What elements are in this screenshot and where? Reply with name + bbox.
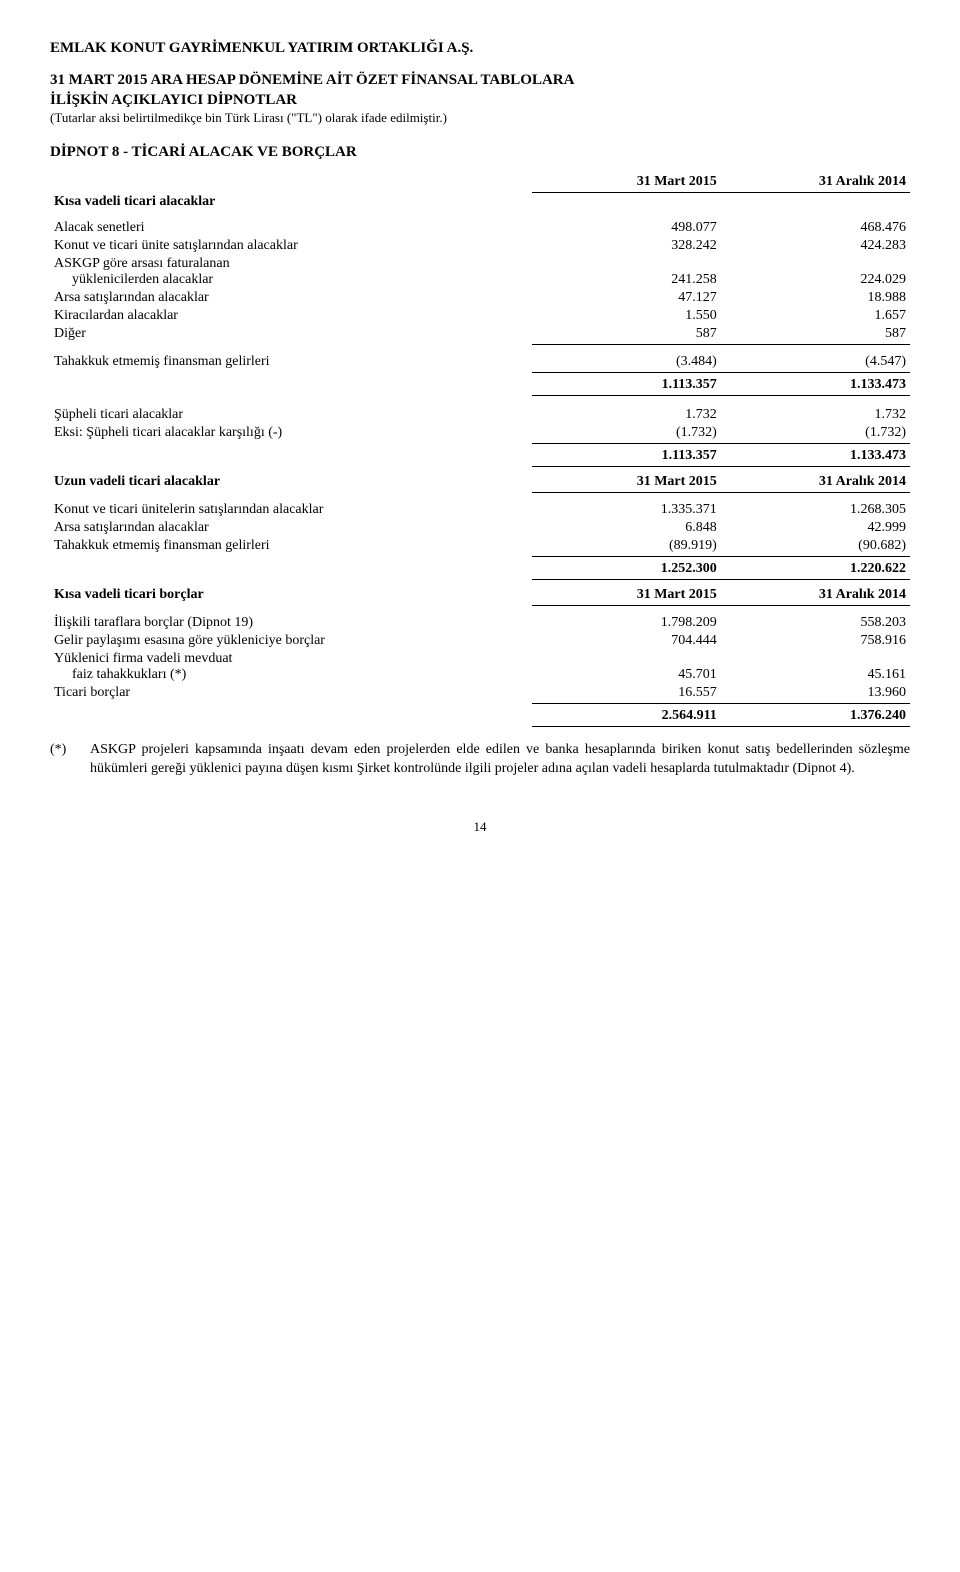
col-header-2: 31 Aralık 2014 <box>721 586 910 606</box>
report-subtitle: (Tutarlar aksi belirtilmedikçe bin Türk … <box>50 110 910 126</box>
page-number: 14 <box>50 819 910 835</box>
table-row: Tahakkuk etmemiş finansman gelirleri (3.… <box>50 353 910 373</box>
long-term-receivables-table: Uzun vadeli ticari alacaklar 31 Mart 201… <box>50 473 910 580</box>
company-name: EMLAK KONUT GAYRİMENKUL YATIRIM ORTAKLIĞ… <box>50 40 910 57</box>
table-row: ASKGP göre arsası faturalananyüklenicile… <box>50 255 910 289</box>
col-header-1: 31 Mart 2015 <box>532 173 721 193</box>
col-header-1: 31 Mart 2015 <box>532 586 721 606</box>
report-title-1: 31 MART 2015 ARA HESAP DÖNEMİNE AİT ÖZET… <box>50 71 910 91</box>
short-term-receivables-table: 31 Mart 2015 31 Aralık 2014 Kısa vadeli … <box>50 173 910 467</box>
col-header-2: 31 Aralık 2014 <box>721 473 910 493</box>
col-header-1: 31 Mart 2015 <box>532 473 721 493</box>
report-title-2: İLİŞKİN AÇIKLAYICI DİPNOTLAR <box>50 91 910 111</box>
table-row: Şüpheli ticari alacaklar 1.732 1.732 <box>50 406 910 424</box>
note-heading: DİPNOT 8 - TİCARİ ALACAK VE BORÇLAR <box>50 144 910 161</box>
section1-title: Kısa vadeli ticari alacaklar <box>50 193 910 212</box>
total-row: 1.252.300 1.220.622 <box>50 557 910 580</box>
table-row: Alacak senetleri 498.077 468.476 <box>50 219 910 237</box>
table-row: Yüklenici firma vadeli mevduatfaiz tahak… <box>50 650 910 684</box>
section3-title: Kısa vadeli ticari borçlar <box>50 586 532 606</box>
subtotal-row: 1.113.357 1.133.473 <box>50 373 910 396</box>
short-term-payables-table: Kısa vadeli ticari borçlar 31 Mart 2015 … <box>50 586 910 727</box>
subtotal-row: 1.113.357 1.133.473 <box>50 444 910 467</box>
table-row: Konut ve ticari ünitelerin satışlarından… <box>50 501 910 519</box>
section2-title: Uzun vadeli ticari alacaklar <box>50 473 532 493</box>
table-row: Arsa satışlarından alacaklar 47.127 18.9… <box>50 289 910 307</box>
footnote: (*) ASKGP projeleri kapsamında inşaatı d… <box>50 741 910 779</box>
col-header-2: 31 Aralık 2014 <box>721 173 910 193</box>
table-row: Eksi: Şüpheli ticari alacaklar karşılığı… <box>50 424 910 444</box>
footnote-text: ASKGP projeleri kapsamında inşaatı devam… <box>90 741 910 779</box>
table-row: Kiracılardan alacaklar 1.550 1.657 <box>50 307 910 325</box>
footnote-marker: (*) <box>50 741 90 779</box>
table-row: Konut ve ticari ünite satışlarından alac… <box>50 237 910 255</box>
table-row: Arsa satışlarından alacaklar 6.848 42.99… <box>50 519 910 537</box>
table-row: Ticari borçlar 16.557 13.960 <box>50 684 910 704</box>
table-row: Diğer 587 587 <box>50 325 910 345</box>
table-row: Gelir paylaşımı esasına göre yükleniciye… <box>50 632 910 650</box>
table-row: İlişkili taraflara borçlar (Dipnot 19) 1… <box>50 614 910 632</box>
table-row: Tahakkuk etmemiş finansman gelirleri (89… <box>50 537 910 557</box>
total-row: 2.564.911 1.376.240 <box>50 704 910 727</box>
